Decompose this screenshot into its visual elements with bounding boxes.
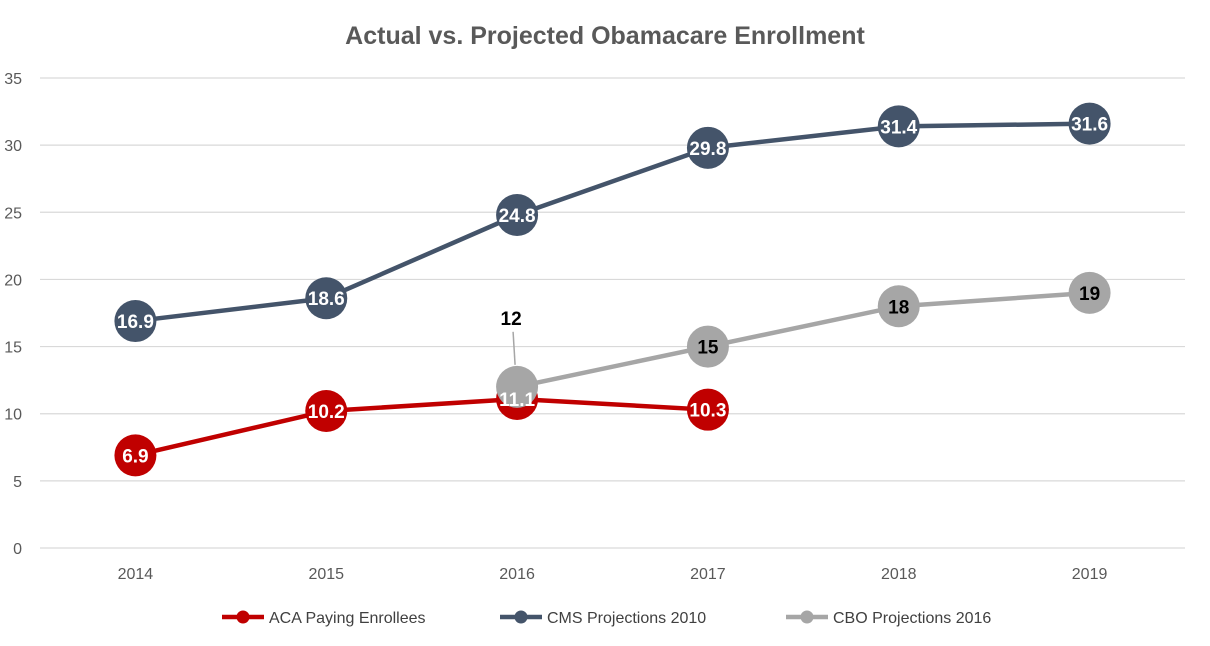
data-label: 10.3 — [689, 401, 726, 422]
data-point — [305, 390, 348, 433]
y-tick-label: 5 — [13, 474, 22, 491]
chart-title: Actual vs. Projected Obamacare Enrollmen… — [345, 22, 865, 50]
data-label: 12 — [501, 309, 522, 330]
data-label: 16.9 — [117, 312, 154, 333]
x-tick-label: 2018 — [881, 566, 917, 583]
legend-swatch-marker — [514, 610, 528, 624]
legend-label: CBO Projections 2016 — [833, 610, 991, 627]
series-line-1 — [135, 121, 1090, 324]
y-tick-label: 20 — [4, 272, 22, 289]
x-tick-label: 2014 — [118, 566, 154, 583]
data-label: 6.9 — [122, 446, 148, 467]
legend-swatch-marker — [236, 610, 250, 624]
data-labels: 16.9 18.6 24.8 29.8 31.4 31.6 6.9 10.2 11.1 10.3 1… — [117, 115, 1108, 468]
data-point — [496, 193, 539, 236]
series-line-0 — [134, 396, 709, 458]
data-label: 31.4 — [880, 117, 917, 138]
y-tick-label: 30 — [4, 138, 22, 155]
data-point — [686, 126, 729, 169]
x-axis-ticks: 2014 2015 2016 2017 2018 2019 — [118, 566, 1108, 583]
leader-line — [512, 331, 516, 365]
y-axis-ticks: 0 5 10 15 20 25 30 35 — [4, 71, 22, 558]
data-label: 31.6 — [1071, 115, 1108, 136]
x-tick-label: 2017 — [690, 566, 726, 583]
legend-swatch-marker — [800, 610, 814, 624]
data-label: 24.8 — [499, 206, 536, 227]
y-tick-label: 15 — [4, 340, 22, 357]
x-tick-label: 2016 — [499, 566, 535, 583]
data-label: 19 — [1079, 284, 1100, 305]
data-label: 18 — [888, 297, 909, 318]
legend-label: CMS Projections 2010 — [547, 610, 706, 627]
data-point — [1068, 102, 1111, 145]
x-tick-label: 2015 — [308, 566, 344, 583]
data-label: 10.2 — [308, 402, 345, 423]
series-line-2 — [516, 290, 1090, 390]
y-tick-label: 35 — [4, 71, 22, 88]
data-label: 18.6 — [308, 289, 345, 310]
data-point — [496, 365, 539, 408]
y-tick-label: 0 — [13, 541, 22, 558]
data-point — [305, 277, 348, 320]
data-point — [1068, 271, 1111, 314]
data-point — [877, 285, 920, 328]
data-label: 15 — [697, 338, 719, 359]
data-point — [686, 325, 729, 368]
series-points — [114, 102, 1111, 477]
gridlines — [40, 77, 1185, 549]
data-label: 11.1 — [499, 390, 535, 411]
data-label: 29.8 — [689, 139, 726, 160]
series-lines — [134, 121, 1090, 458]
y-tick-label: 10 — [4, 407, 22, 424]
legend-label: ACA Paying Enrollees — [269, 610, 426, 627]
data-point — [877, 105, 920, 148]
x-tick-label: 2019 — [1072, 566, 1108, 583]
legend: ACA Paying Enrollees CMS Projections 2010… — [222, 610, 991, 627]
leader-lines — [512, 331, 516, 365]
data-point — [114, 300, 157, 343]
data-point — [686, 388, 729, 431]
y-tick-label: 25 — [4, 205, 22, 222]
data-point — [114, 434, 157, 477]
